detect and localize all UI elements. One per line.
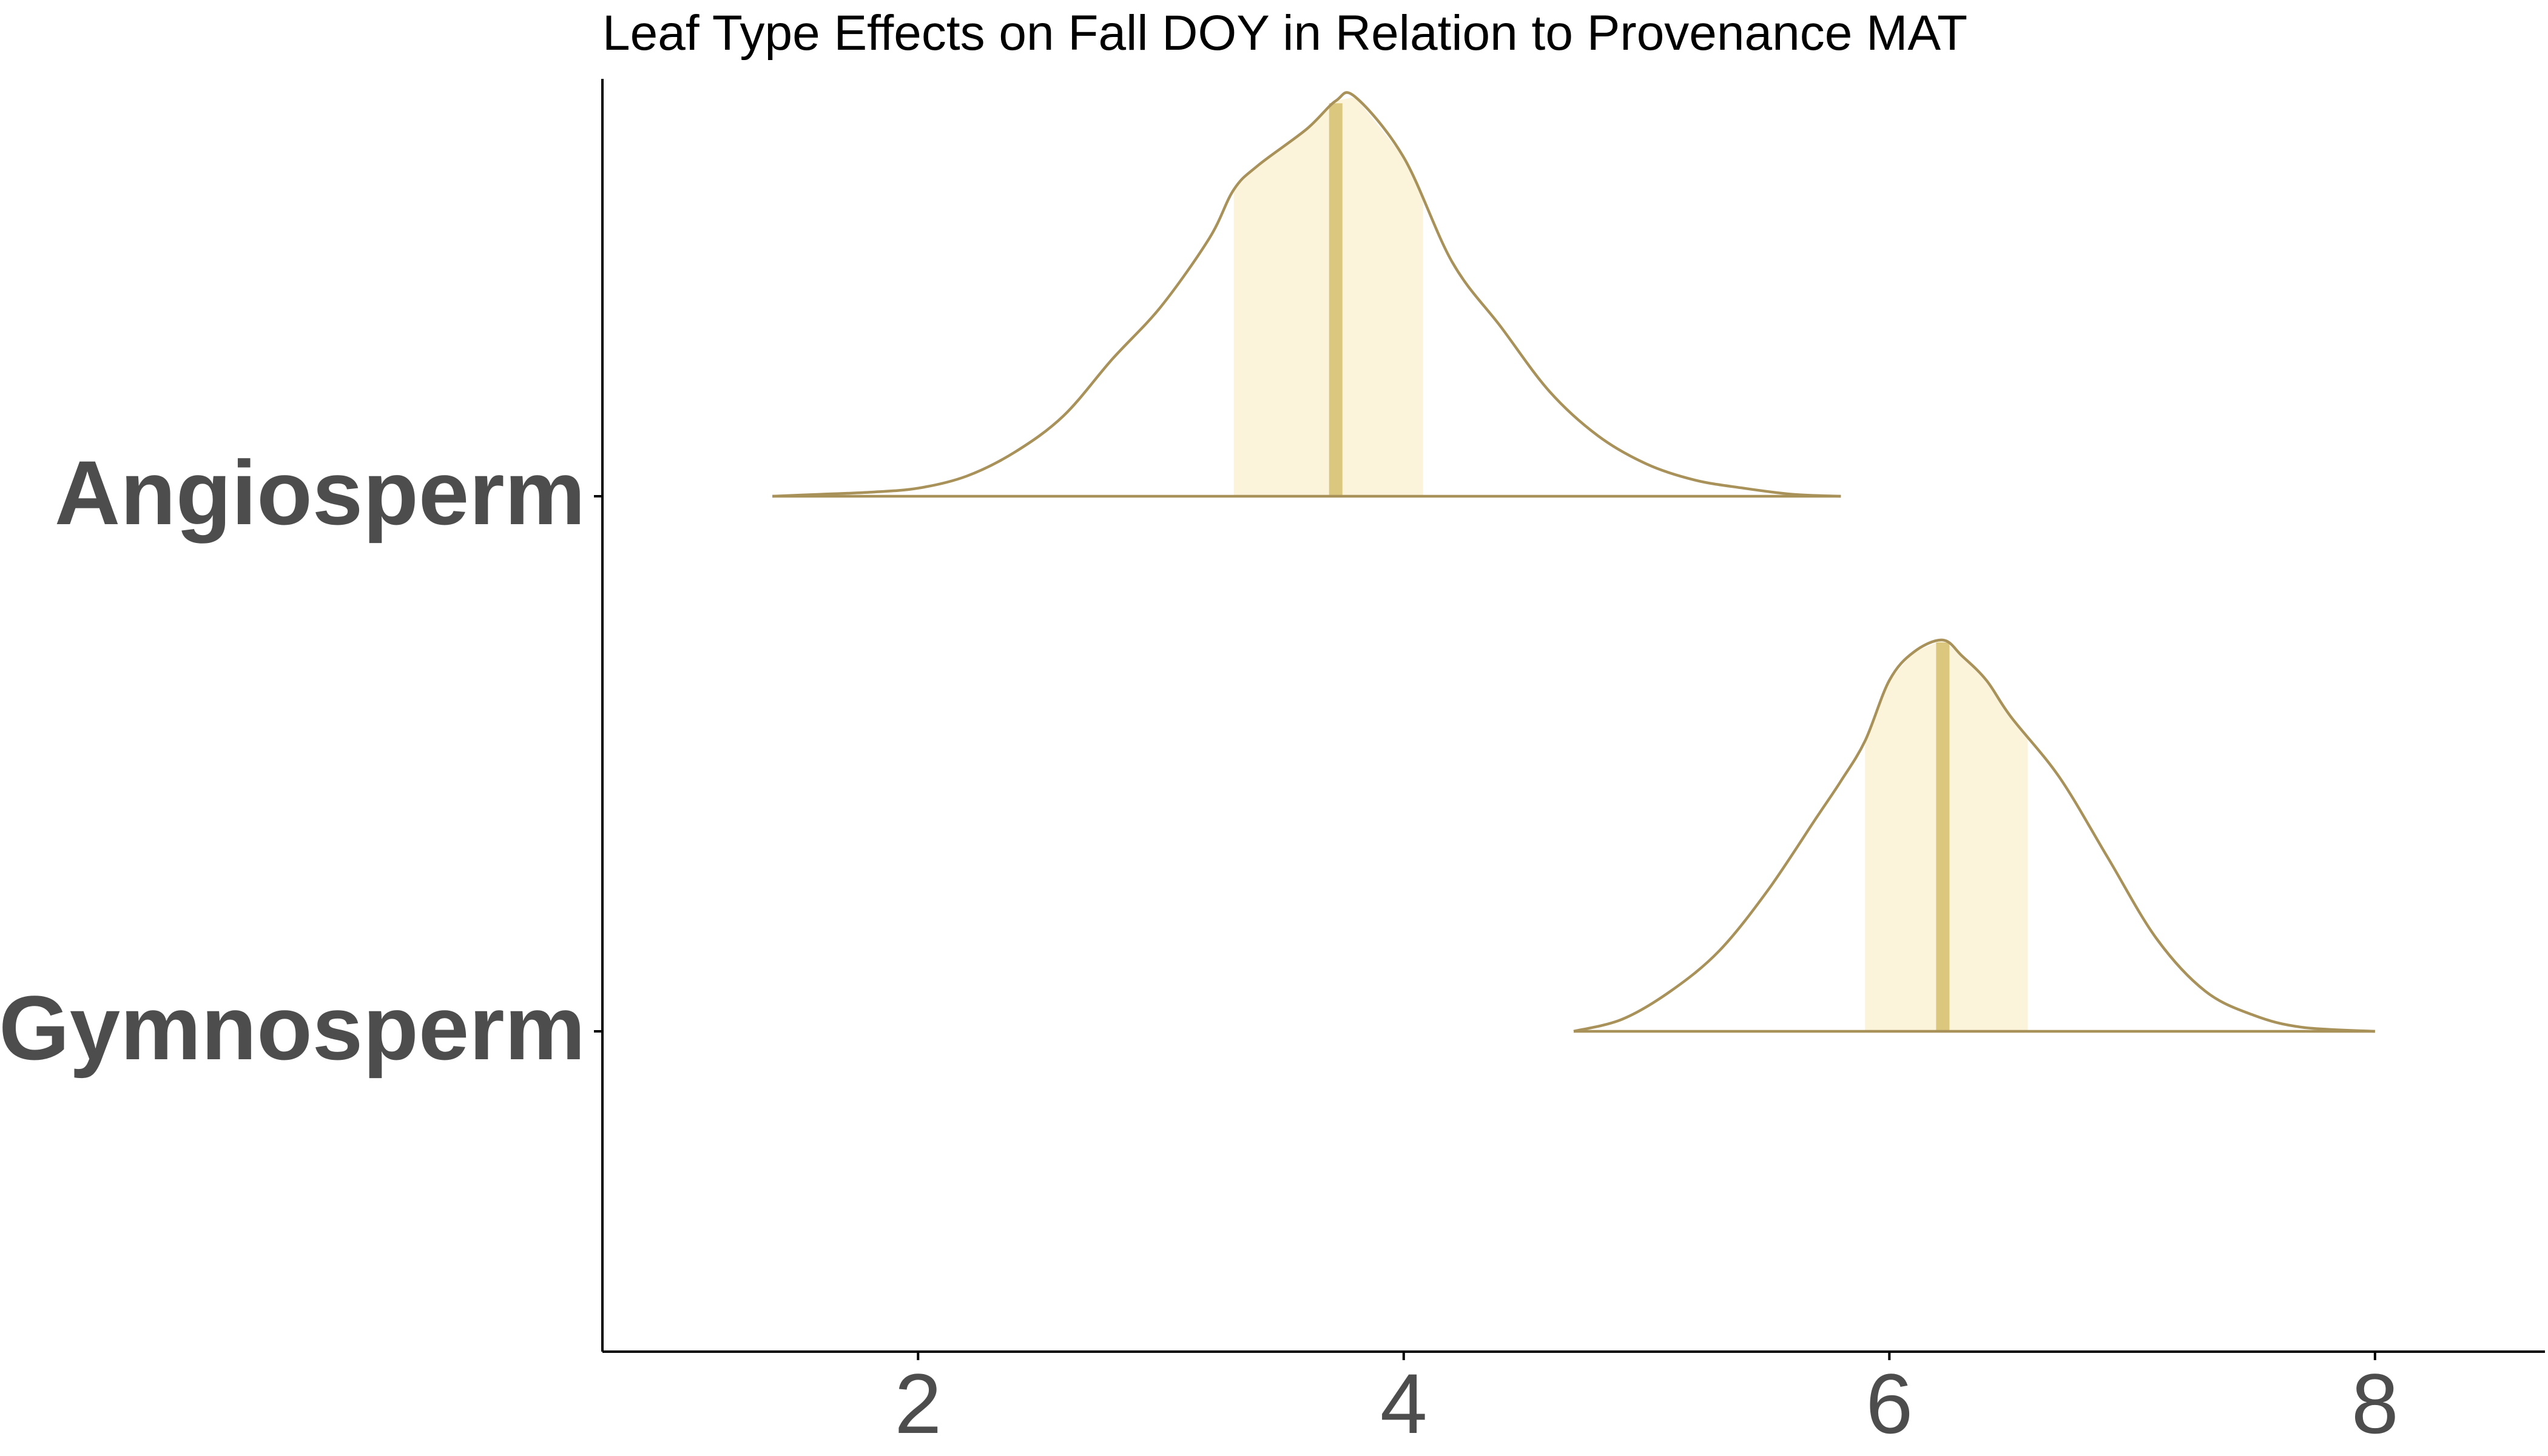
ridge-angiosperm: [772, 91, 1841, 498]
x-tick-label-6: 6: [1866, 1356, 1913, 1451]
x-ticks-layer: 2 4 6 8: [894, 1352, 2399, 1451]
y-ticks-layer: Angiosperm Gymnosperm: [0, 442, 602, 1079]
y-tick-label-gymnosperm: Gymnosperm: [0, 977, 585, 1079]
y-tick-label-angiosperm: Angiosperm: [55, 442, 585, 544]
interval-angiosperm: [1233, 97, 1423, 496]
ridge-gymnosperm: [1573, 638, 2375, 1033]
density-curve-angiosperm: [772, 91, 1841, 498]
x-tick-label-4: 4: [1380, 1356, 1427, 1451]
density-curve-gymnosperm: [1573, 638, 2375, 1033]
ridges-layer: [772, 91, 2375, 1033]
chart-title: Leaf Type Effects on Fall DOY in Relatio…: [602, 5, 1967, 61]
x-tick-label-8: 8: [2351, 1356, 2399, 1451]
x-tick-label-2: 2: [894, 1356, 942, 1451]
